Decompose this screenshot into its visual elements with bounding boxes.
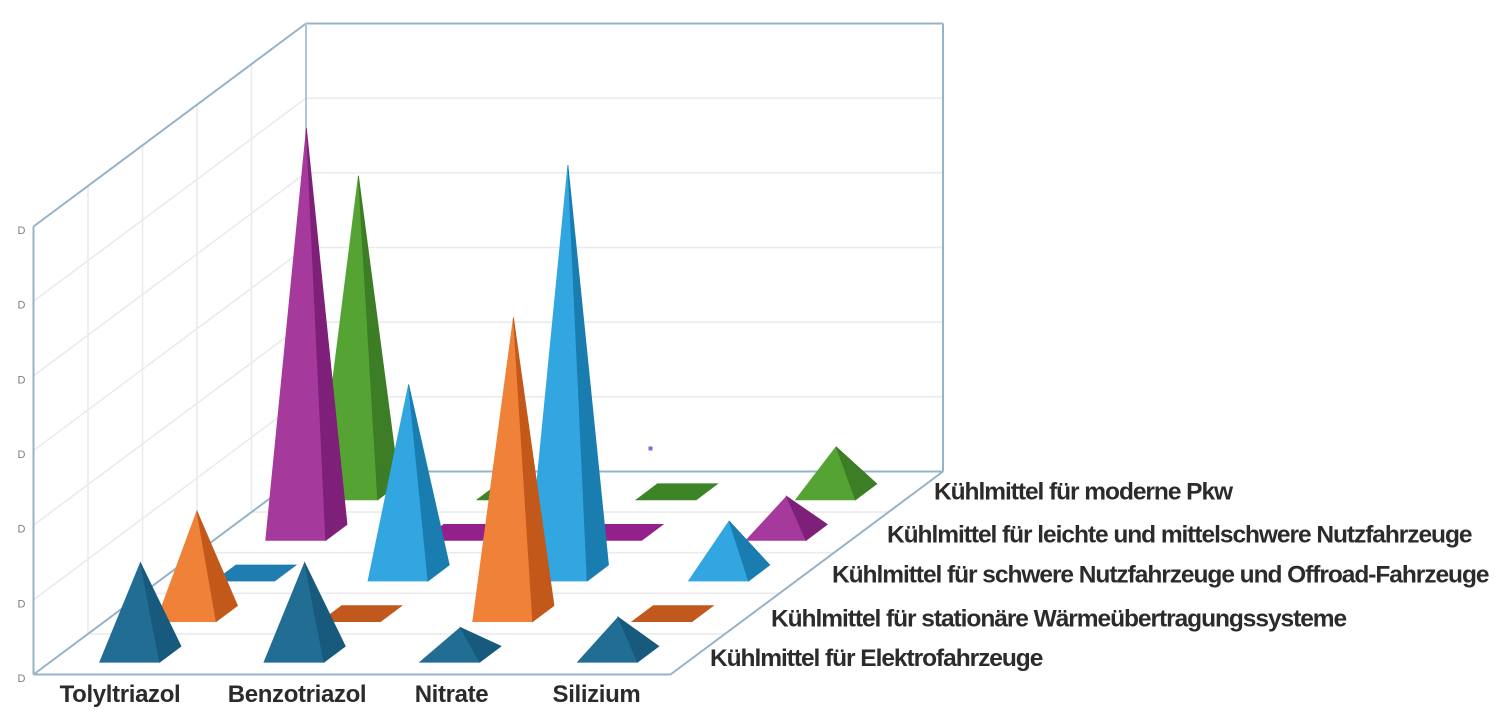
svg-text:Kühlmittel für stationäre Wärm: Kühlmittel für stationäre Wärmeübertragu… (771, 606, 1347, 633)
svg-text:Tolyltriazol: Tolyltriazol (60, 681, 181, 708)
svg-text:D: D (18, 673, 26, 685)
svg-text:Kühlmittel für leichte und mit: Kühlmittel für leichte und mittelschwere… (887, 521, 1472, 548)
svg-text:Nitrate: Nitrate (415, 681, 489, 708)
svg-text:D: D (18, 449, 26, 461)
svg-text:Kühlmittel für moderne Pkw: Kühlmittel für moderne Pkw (934, 479, 1234, 506)
svg-text:D: D (18, 524, 26, 536)
svg-text:Kühlmittel für schwere Nutzfah: Kühlmittel für schwere Nutzfahrzeuge und… (832, 561, 1489, 588)
svg-text:Kühlmittel für Elektrofahrzeug: Kühlmittel für Elektrofahrzeuge (710, 645, 1043, 672)
svg-text:Silizium: Silizium (553, 681, 641, 708)
svg-text:D: D (18, 598, 26, 610)
svg-text:D: D (18, 300, 26, 312)
svg-text:D: D (18, 374, 26, 386)
svg-text:Benzotriazol: Benzotriazol (228, 681, 366, 708)
svg-text:D: D (18, 225, 26, 237)
